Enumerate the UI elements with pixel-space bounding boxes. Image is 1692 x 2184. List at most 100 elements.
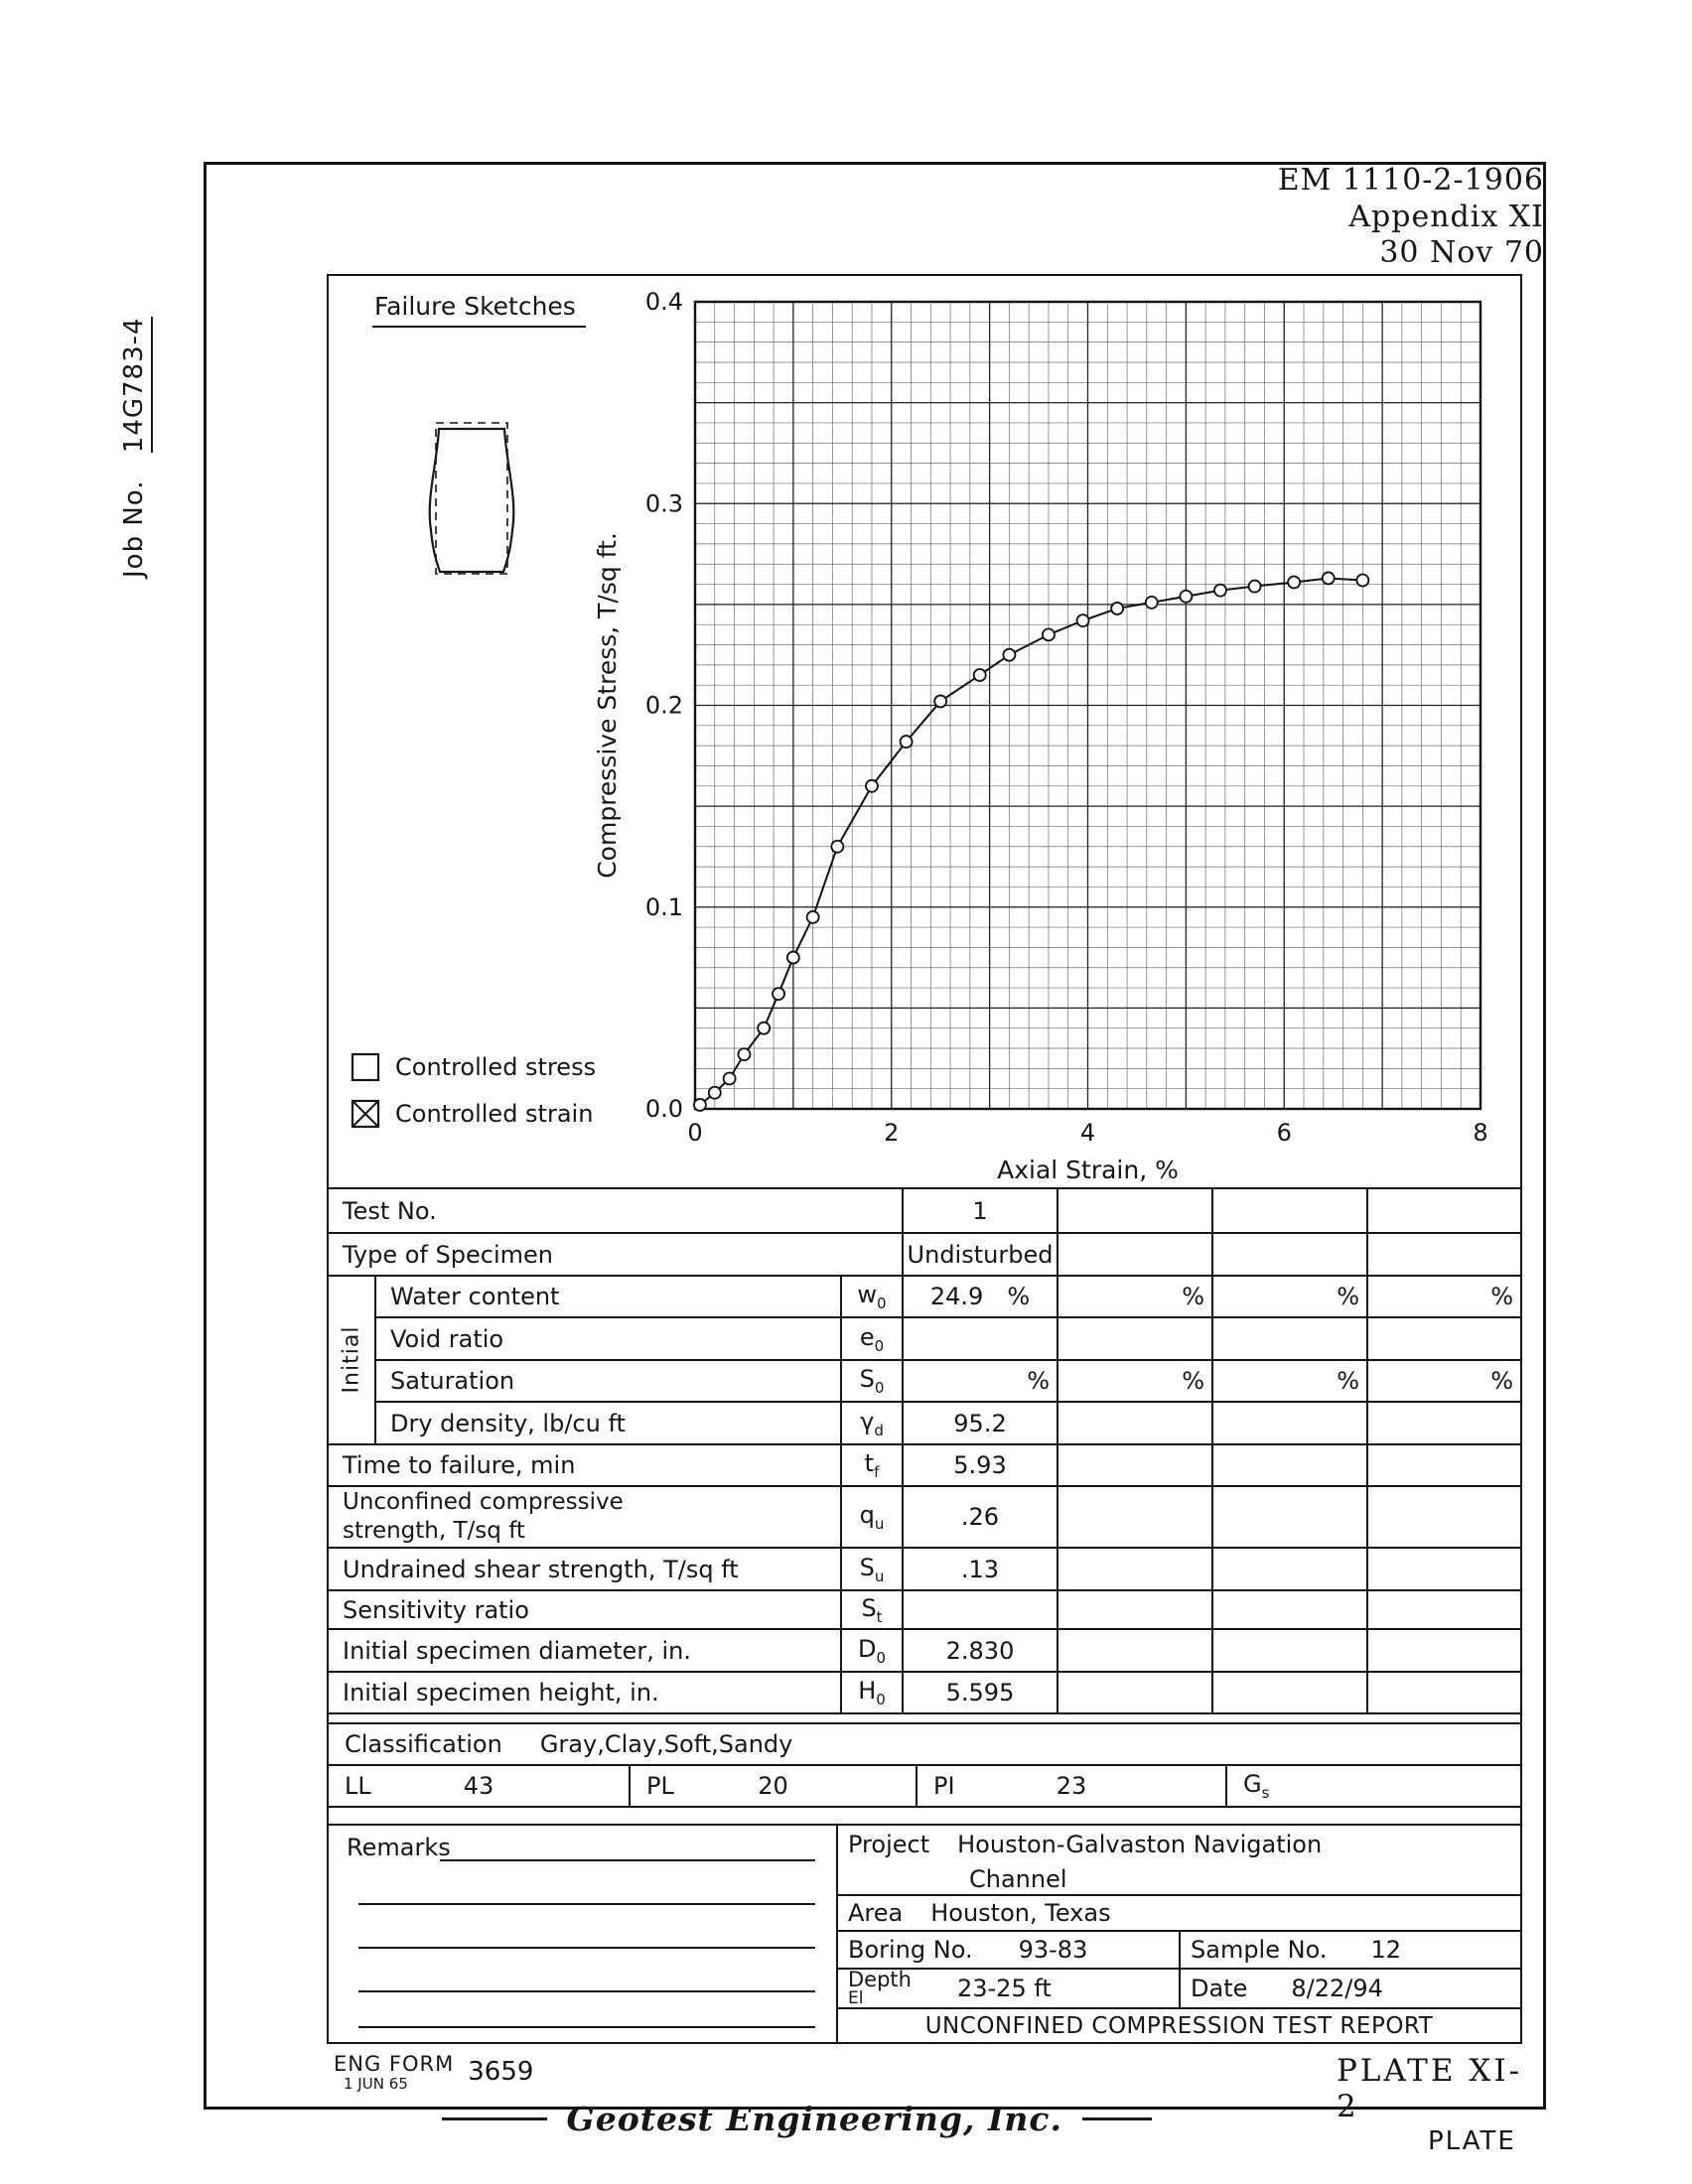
- classification-value: Gray,Clay,Soft,Sandy: [539, 1730, 793, 1758]
- symbol-cell: D0: [840, 1628, 902, 1671]
- data-point-marker: [722, 1071, 737, 1086]
- symbol-cell: H0: [840, 1671, 902, 1712]
- appendix-label: Appendix XI: [1348, 199, 1544, 234]
- data-point-marker: [772, 987, 785, 1002]
- row-label: Test No.: [343, 1196, 437, 1225]
- x-tick-label: 6: [1277, 1119, 1292, 1147]
- spec-table-row: Initial specimen diameter, in. D0 2.830: [329, 1628, 1520, 1671]
- row-label: Dry density, lb/cu ft: [374, 1401, 840, 1443]
- pi-value: 23: [1056, 1772, 1087, 1800]
- percent-sign: %: [1182, 1367, 1204, 1395]
- rule-left: [442, 2116, 547, 2120]
- value-cell: [1057, 1628, 1211, 1671]
- value-cell: 5.93: [902, 1443, 1057, 1485]
- spec-table-row: Saturation S0%%%%: [329, 1359, 1520, 1401]
- date-label: Date: [1191, 1975, 1248, 2002]
- cell-value: 95.2: [953, 1409, 1007, 1437]
- value-cell: [1057, 1232, 1211, 1275]
- empty-box-icon: [351, 1052, 380, 1082]
- value-cell: [1057, 1316, 1211, 1359]
- row-label: Saturation: [374, 1359, 840, 1401]
- cell-value: 1: [972, 1196, 988, 1225]
- boring-value: 93-83: [1018, 1936, 1088, 1964]
- value-cell: [1366, 1547, 1520, 1589]
- value-cell: [1366, 1316, 1520, 1359]
- value-cell: 1: [902, 1189, 1057, 1232]
- percent-sign: %: [1337, 1283, 1359, 1310]
- data-point-marker: [1247, 579, 1262, 594]
- data-point-marker: [757, 1021, 772, 1035]
- value-cell: [1366, 1401, 1520, 1443]
- value-cell: .13: [902, 1547, 1057, 1589]
- y-tick-label: 0.3: [645, 489, 683, 517]
- symbol: S0: [859, 1365, 885, 1397]
- value-cell: [1211, 1316, 1366, 1359]
- project-name-line2: Channel: [969, 1864, 1067, 1893]
- remarks-label: Remarks: [347, 1834, 451, 1861]
- data-point-marker: [1355, 573, 1370, 588]
- company-signature: Geotest Engineering, Inc.: [442, 2097, 1152, 2140]
- area-label: Area: [848, 1899, 904, 1927]
- depth-date-row: Depth El 23-25 ft Date 8/22/94: [838, 1968, 1520, 2009]
- value-cell: [1366, 1628, 1520, 1671]
- area-row: Area Houston, Texas: [838, 1896, 1520, 1932]
- row-label: Unconfined compressive strength, T/sq ft: [329, 1485, 840, 1547]
- data-point-marker: [693, 1098, 707, 1112]
- x-axis-title: Axial Strain, %: [997, 1156, 1179, 1184]
- value-cell: [1211, 1589, 1366, 1628]
- date-cell: Date 8/22/94: [1179, 1970, 1520, 2007]
- gs-label: Gs: [1243, 1770, 1270, 1802]
- symbol: H0: [858, 1677, 886, 1708]
- value-cell: 2.830: [902, 1628, 1057, 1671]
- value-cell: 95.2: [902, 1401, 1057, 1443]
- data-point-marker: [1002, 647, 1017, 662]
- data-point-marker: [1075, 614, 1090, 628]
- symbol-cell: γd: [840, 1401, 902, 1443]
- row-label: Sensitivity ratio: [329, 1589, 840, 1628]
- cell-value: 5.93: [953, 1451, 1007, 1479]
- deformed-specimen-outline: [428, 427, 515, 574]
- symbol: e0: [859, 1322, 885, 1355]
- value-cell: %: [1211, 1275, 1366, 1316]
- percent-sign: %: [1007, 1283, 1031, 1310]
- checked-box-icon: [351, 1099, 380, 1129]
- stress-strain-chart: 0 2 4 6 8 0.0 0.1 0.2 0.3 0.4 Axial Strain, % Compr…: [575, 276, 1524, 1191]
- symbol: St: [861, 1593, 883, 1626]
- form-number: 3659: [468, 2057, 534, 2087]
- data-point-marker: [1213, 583, 1227, 598]
- value-cell: [1211, 1628, 1366, 1671]
- depth-label: Depth El: [848, 1968, 912, 2009]
- symbol: qu: [859, 1501, 885, 1533]
- y-tick-label: 0.4: [645, 288, 683, 316]
- symbol: tf: [864, 1449, 880, 1481]
- x-tick-label: 8: [1473, 1119, 1487, 1147]
- chart-legend: Controlled stress Controlled strain: [351, 1052, 648, 1129]
- row-label: Initial specimen diameter, in.: [329, 1628, 840, 1671]
- spec-table-row: Type of Specimen Undisturbed: [329, 1232, 1520, 1275]
- depth-value: 23-25 ft: [956, 1975, 1052, 2002]
- data-point-marker: [1110, 602, 1125, 615]
- row-label: Void ratio: [374, 1316, 840, 1359]
- value-cell: [1057, 1189, 1211, 1232]
- value-cell: [1366, 1589, 1520, 1628]
- original-specimen-outline: [435, 422, 508, 575]
- value-cell: [1211, 1443, 1366, 1485]
- remarks-blank-line: [440, 1859, 815, 1861]
- x-tick-label: 4: [1080, 1119, 1095, 1147]
- rule-right: [1082, 2116, 1152, 2120]
- data-point-marker: [830, 839, 845, 854]
- value-cell: 24.9%: [902, 1275, 1057, 1316]
- percent-sign: %: [1027, 1367, 1050, 1395]
- group-spacer: [329, 1275, 374, 1316]
- failure-sketches-heading: Failure Sketches: [372, 292, 586, 328]
- symbol-cell: St: [840, 1589, 902, 1628]
- symbol: D0: [857, 1634, 887, 1667]
- ll-label: LL: [345, 1772, 371, 1800]
- classification-row: Classification Gray,Clay,Soft,Sandy: [329, 1724, 1520, 1766]
- report-title: UNCONFINED COMPRESSION TEST REPORT: [924, 2012, 1434, 2039]
- value-cell: %: [1057, 1275, 1211, 1316]
- symbol: Su: [859, 1553, 885, 1585]
- spec-table-row: Time to failure, min tf 5.93: [329, 1443, 1520, 1485]
- value-cell: [1211, 1671, 1366, 1712]
- pi-cell: PI 23: [916, 1766, 1225, 1806]
